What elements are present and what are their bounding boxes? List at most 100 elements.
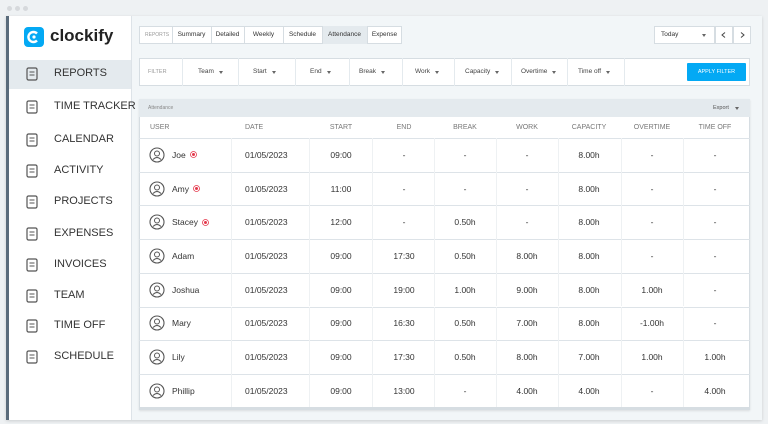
tab-label[interactable]: Weekly xyxy=(252,31,275,38)
cell-divider xyxy=(621,373,622,408)
table-cell: 1.00h xyxy=(454,284,476,295)
table-cell: 8.00h xyxy=(516,352,538,363)
cell-divider xyxy=(683,340,684,374)
filter-dropdown[interactable]: Team xyxy=(198,68,214,75)
table-cell: 01/05/2023 xyxy=(245,183,288,194)
date-range-label[interactable]: Today xyxy=(661,31,679,38)
apply-filter-button[interactable] xyxy=(687,63,746,81)
row-divider xyxy=(139,205,750,207)
table-cell: 7.00h xyxy=(578,352,600,363)
nav-label[interactable]: CALENDAR xyxy=(54,133,114,145)
table-cell: - xyxy=(713,284,717,295)
cell-divider xyxy=(309,272,310,307)
table-cell: 0.50h xyxy=(454,318,476,329)
next-button[interactable] xyxy=(733,26,751,44)
table-cell: - xyxy=(463,183,467,194)
table-cell: 11:00 xyxy=(330,183,352,194)
nav-icon xyxy=(26,164,38,178)
nav-label[interactable]: REPORTS xyxy=(54,67,107,79)
cell-divider xyxy=(558,239,559,273)
tab-label[interactable]: Attendance xyxy=(328,31,361,38)
cell-divider xyxy=(496,171,497,206)
cell-divider xyxy=(496,239,497,273)
export-button[interactable]: Export xyxy=(713,105,729,111)
apply-filter-label[interactable]: APPLY FILTER xyxy=(697,69,736,75)
table-cell: - xyxy=(713,149,717,160)
cell-divider xyxy=(558,306,559,341)
user-name: Amy xyxy=(172,183,189,194)
filter-dropdown[interactable]: Break xyxy=(359,68,376,75)
nav-label[interactable]: INVOICES xyxy=(54,258,107,270)
filter-separator xyxy=(349,58,350,86)
filter-dropdown[interactable]: Overtime xyxy=(521,68,548,75)
filter-dropdown[interactable]: Work xyxy=(415,68,431,75)
cell-divider xyxy=(372,306,373,341)
logo-text: clockify xyxy=(50,26,114,45)
user-avatar xyxy=(149,349,165,365)
tab[interactable] xyxy=(172,26,211,44)
table-cell: 01/05/2023 xyxy=(245,385,288,396)
tab[interactable] xyxy=(283,26,322,44)
nav-label[interactable]: TEAM xyxy=(54,289,85,301)
table-cell: - xyxy=(650,250,654,261)
tab[interactable] xyxy=(367,26,402,44)
nav-label[interactable]: PROJECTS xyxy=(54,195,113,207)
column-header: START xyxy=(329,124,353,131)
table-cell: 4.00h xyxy=(516,385,538,396)
tab-label[interactable]: Summary xyxy=(177,31,206,38)
cell-divider xyxy=(558,373,559,408)
dropdown-caret xyxy=(735,107,739,110)
tab[interactable] xyxy=(244,26,283,44)
tab[interactable] xyxy=(322,26,367,44)
row-divider xyxy=(139,306,750,308)
cell-divider xyxy=(621,138,622,172)
date-range-select[interactable] xyxy=(654,26,715,44)
filter-separator xyxy=(238,58,239,86)
nav-label[interactable]: TIME OFF xyxy=(54,319,106,331)
table-cell: 4.00h xyxy=(704,385,726,396)
cell-divider xyxy=(231,239,232,273)
cell-divider xyxy=(231,205,232,240)
cell-divider xyxy=(621,205,622,240)
filter-separator xyxy=(182,58,183,86)
row-divider xyxy=(139,138,750,139)
row-divider xyxy=(139,171,750,173)
table-cell: 8.00h xyxy=(578,284,600,295)
cell-divider xyxy=(683,272,684,307)
nav-label[interactable]: EXPENSES xyxy=(54,227,114,239)
prev-button[interactable] xyxy=(715,26,733,44)
cell-divider xyxy=(231,373,232,408)
column-header: END xyxy=(396,124,412,131)
table-cell: 4.00h xyxy=(578,385,600,396)
tab[interactable] xyxy=(211,26,244,44)
cell-divider xyxy=(496,306,497,341)
cell-divider xyxy=(683,239,684,273)
cell-divider xyxy=(683,205,684,240)
table-cell: - xyxy=(402,217,406,228)
tab-label[interactable]: Expense xyxy=(371,31,398,38)
dropdown-caret xyxy=(327,71,331,74)
table-cell: 01/05/2023 xyxy=(245,250,288,261)
cell-divider xyxy=(621,239,622,273)
cell-divider xyxy=(434,306,435,341)
tab-label[interactable]: Schedule xyxy=(288,31,317,38)
cell-divider xyxy=(621,306,622,341)
dropdown-caret xyxy=(272,71,276,74)
cell-divider xyxy=(496,138,497,172)
nav-label[interactable]: TIME TRACKER xyxy=(54,100,136,112)
filter-dropdown[interactable]: Start xyxy=(253,68,267,75)
table-cell: 8.00h xyxy=(516,250,538,261)
tab-label[interactable]: Detailed xyxy=(215,31,240,38)
cell-divider xyxy=(309,373,310,408)
filter-label: FILTER xyxy=(148,69,167,75)
filter-dropdown[interactable]: Time off xyxy=(578,68,602,75)
user-avatar xyxy=(149,282,165,298)
dropdown-caret xyxy=(435,71,439,74)
nav-label[interactable]: SCHEDULE xyxy=(54,350,114,362)
nav-label[interactable]: ACTIVITY xyxy=(54,164,104,176)
table-cell: - xyxy=(402,149,406,160)
table-cell: 09:00 xyxy=(330,250,352,261)
filter-dropdown[interactable]: Capacity xyxy=(465,68,491,75)
filter-dropdown[interactable]: End xyxy=(310,68,322,75)
filter-separator xyxy=(511,58,512,86)
